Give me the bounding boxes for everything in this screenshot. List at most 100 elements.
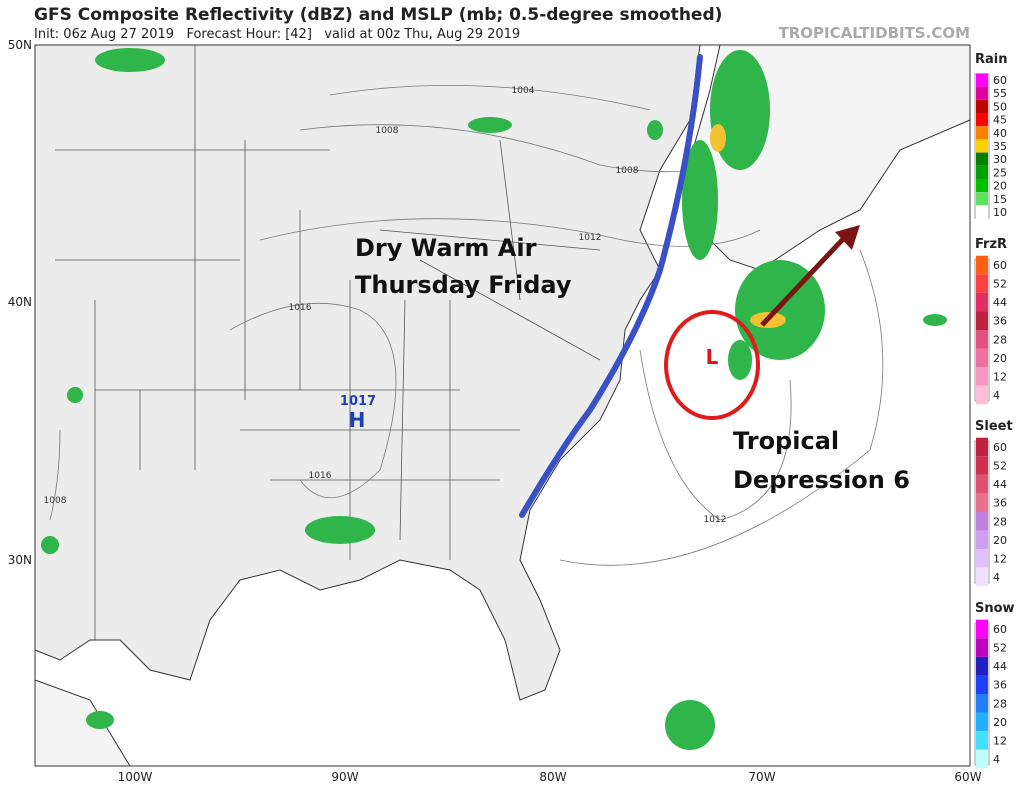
lat-label: 30N (8, 553, 32, 567)
legend-tick: 36 (993, 679, 1007, 692)
legend-swatch (976, 274, 988, 293)
legend-tick: 12 (993, 370, 1007, 383)
legend-swatch (976, 530, 988, 550)
isobar-label: 1016 (289, 303, 312, 313)
storm-circle (664, 310, 760, 420)
legend-swatch (976, 113, 988, 127)
legend-swatch (976, 330, 988, 349)
legend-swatch (976, 712, 988, 732)
source: TROPICALTIDBITS.COM (779, 24, 971, 42)
isobar-label: 1012 (704, 515, 727, 525)
lon-label: 90W (331, 770, 358, 784)
storm-annotation: Tropical (733, 427, 839, 455)
front-line (519, 54, 703, 518)
state-lines (55, 45, 601, 640)
labels: 50N 40N 30N 100W 90W 80W 70W 60W 1004 1008 1008 101… (8, 38, 982, 784)
isobar-label: 1012 (579, 233, 602, 243)
legend-tick: 35 (993, 140, 1007, 153)
legend-swatch (976, 255, 988, 275)
lon-label: 80W (539, 770, 566, 784)
legend-tick: 44 (993, 296, 1007, 309)
legend-tick: 44 (993, 660, 1007, 673)
legend-swatch (976, 99, 988, 113)
legend-tick: 40 (993, 127, 1007, 140)
legend-swatch (976, 192, 988, 206)
legend-tick: 4 (993, 753, 1000, 766)
land-mexico (34, 679, 131, 767)
legend-tick: 60 (993, 74, 1007, 87)
title: GFS Composite Reflectivity (dBZ) and MSL… (34, 5, 722, 25)
legend-swatch (976, 675, 988, 694)
legend-tick: 12 (993, 552, 1007, 565)
legend-tick: 28 (993, 697, 1007, 710)
legend-swatch (976, 567, 988, 587)
legend-swatch (976, 656, 988, 676)
isobar-label: 1004 (512, 86, 535, 96)
legend-swatch (976, 512, 988, 531)
legend-swatch (976, 73, 988, 87)
isobar-label: 1008 (616, 166, 639, 176)
low-label: L (706, 345, 719, 369)
legend-title: FrzR (975, 237, 1007, 252)
legend-swatch (976, 385, 988, 405)
legend-tick: 52 (993, 460, 1007, 473)
legend-tick: 4 (993, 571, 1000, 584)
legend-swatch (976, 311, 988, 330)
legend-tick: 4 (993, 389, 1000, 402)
legend-tick: 20 (993, 352, 1007, 365)
legend-tick: 12 (993, 734, 1007, 747)
isobar-label: 1008 (376, 126, 399, 136)
legend-swatch (976, 638, 988, 657)
legend-tick: 44 (993, 478, 1007, 491)
lon-label: 60W (954, 770, 981, 784)
legend-tick: 52 (993, 278, 1007, 291)
legend-swatch (976, 179, 988, 193)
legend-swatch (976, 139, 988, 153)
arrow-head (835, 225, 860, 250)
legend-swatch (976, 731, 988, 750)
legend-tick: 20 (993, 534, 1007, 547)
lat-label: 50N (8, 38, 32, 52)
legend-swatch (976, 493, 988, 512)
legend-swatch (976, 367, 988, 386)
legend-tick: 28 (993, 515, 1007, 528)
legend-tick: 36 (993, 315, 1007, 328)
legend-swatch (976, 165, 988, 179)
legend-tick: 25 (993, 166, 1007, 179)
legend-swatch (976, 205, 988, 219)
legend-swatch (976, 749, 988, 769)
legend-tick: 55 (993, 87, 1007, 100)
legend-swatch (976, 437, 988, 457)
front-annotation: Dry Warm Air (355, 234, 537, 262)
subtitle: Init: 06z Aug 27 2019 Forecast Hour: [42… (34, 27, 520, 42)
legend-tick: 28 (993, 333, 1007, 346)
legend-title: Rain (975, 52, 1008, 67)
high-pressure: 1017 (340, 394, 376, 409)
isobar-label: 1016 (309, 471, 332, 481)
legend-swatch (976, 348, 988, 368)
high-label: H (349, 408, 366, 432)
legend-tick: 20 (993, 716, 1007, 729)
legend-tick: 36 (993, 497, 1007, 510)
track-arrow (760, 235, 847, 327)
legend-tick: 10 (993, 206, 1007, 219)
legend-swatch (976, 86, 988, 100)
legend-title: Snow (975, 601, 1015, 616)
legend-tick: 30 (993, 153, 1007, 166)
legend-tick: 60 (993, 441, 1007, 454)
legend-tick: 15 (993, 193, 1007, 206)
legend-tick: 60 (993, 259, 1007, 272)
legend-tick: 52 (993, 642, 1007, 655)
legend-swatch (976, 126, 988, 140)
legend-tick: 60 (993, 623, 1007, 636)
legend-swatch (976, 694, 988, 713)
legend-tick: 20 (993, 180, 1007, 193)
legends: Rain6055504540353025201510FrzR6052443628… (974, 52, 1015, 769)
legend-swatch (976, 619, 988, 639)
storm-annotation: Depression 6 (733, 466, 910, 494)
legend-swatch (976, 152, 988, 166)
isobar-label: 1008 (44, 496, 67, 506)
lat-label: 40N (8, 295, 32, 309)
